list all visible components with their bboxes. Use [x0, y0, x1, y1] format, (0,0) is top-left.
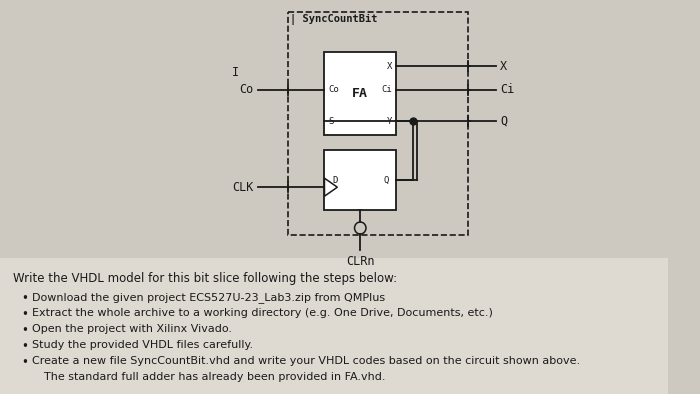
Text: The standard full adder has already been provided in FA.vhd.: The standard full adder has already been…: [44, 372, 386, 382]
Text: Y: Y: [387, 117, 392, 126]
Text: Download the given project ECS527U-23_Lab3.zip from QMPlus: Download the given project ECS527U-23_La…: [32, 292, 386, 303]
Text: Q: Q: [500, 115, 507, 128]
Text: Co: Co: [328, 85, 339, 94]
Text: S: S: [328, 117, 334, 126]
Text: Write the VHDL model for this bit slice following the steps below:: Write the VHDL model for this bit slice …: [13, 272, 398, 285]
Text: •: •: [21, 356, 28, 369]
Text: X: X: [387, 61, 392, 71]
Text: X: X: [500, 59, 507, 72]
Text: | SyncCountBit: | SyncCountBit: [290, 14, 377, 25]
Text: Extract the whole archive to a working directory (e.g. One Drive, Documents, etc: Extract the whole archive to a working d…: [32, 308, 493, 318]
Bar: [325, 150, 396, 210]
Text: CLRn: CLRn: [346, 255, 375, 268]
Text: •: •: [21, 324, 28, 337]
Text: Co: Co: [239, 83, 254, 96]
Text: CLK: CLK: [232, 181, 254, 194]
Text: •: •: [21, 340, 28, 353]
Text: Ci: Ci: [382, 85, 392, 94]
Text: Open the project with Xilinx Vivado.: Open the project with Xilinx Vivado.: [32, 324, 232, 334]
Bar: [325, 52, 396, 135]
Text: D: D: [332, 175, 337, 184]
Text: Create a new file SyncCountBit.vhd and write your VHDL codes based on the circui: Create a new file SyncCountBit.vhd and w…: [32, 356, 580, 366]
Bar: [288, 12, 468, 235]
Text: Ci: Ci: [500, 83, 514, 96]
Text: I: I: [232, 65, 239, 78]
Text: •: •: [21, 292, 28, 305]
Text: FA: FA: [352, 87, 368, 100]
Bar: [0, 258, 668, 394]
Text: •: •: [21, 308, 28, 321]
Text: Study the provided VHDL files carefully.: Study the provided VHDL files carefully.: [32, 340, 253, 350]
Text: Q: Q: [383, 175, 389, 184]
